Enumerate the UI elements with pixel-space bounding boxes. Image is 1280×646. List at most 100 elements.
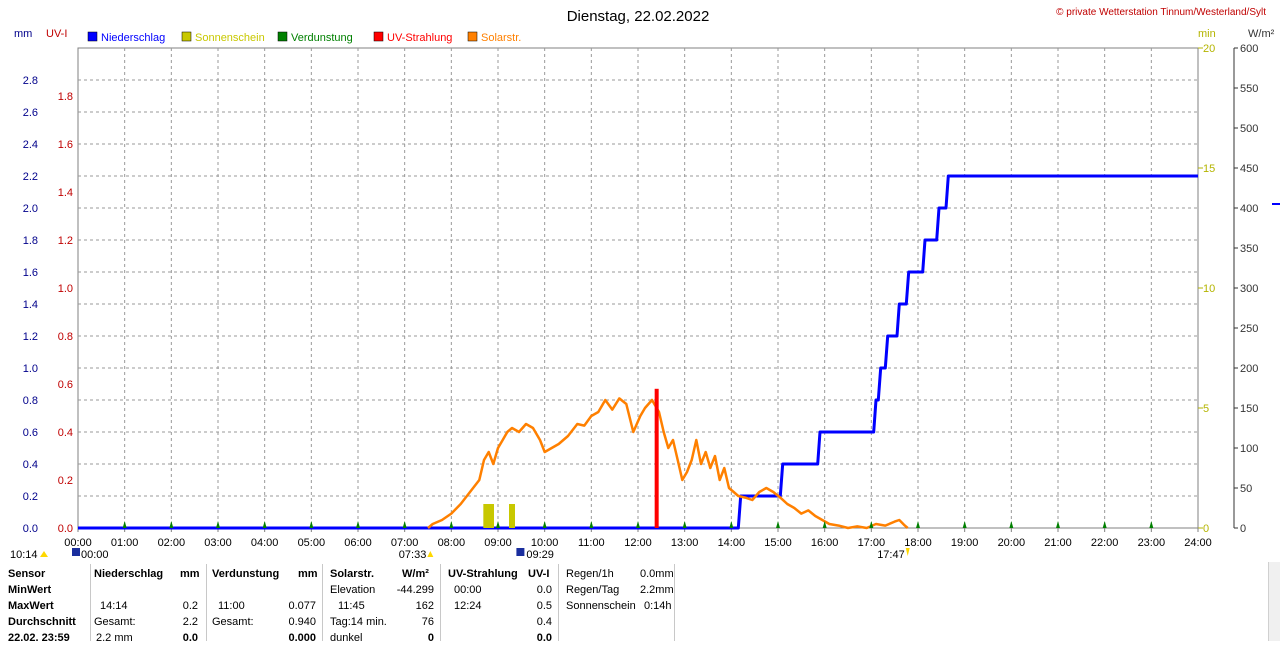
mm-tick-label: 2.2 [23, 171, 38, 183]
row-label-min: MinWert [8, 584, 52, 596]
mm-tick-label: 1.8 [23, 235, 38, 247]
mm-tick-label: 0.6 [23, 427, 38, 439]
sonnenschein-bar [488, 504, 494, 528]
series-layer [78, 174, 1198, 530]
verdunstung-tick [1149, 521, 1154, 528]
verdunstung-max-value: 0.077 [288, 600, 316, 612]
uv-unit: UV-I [528, 568, 550, 580]
solar-column: Solarstr. W/m² Elevation -44.299 11:45 1… [330, 562, 438, 644]
sensor-column: Sensor MinWert MaxWert Durchschnitt 22.0… [8, 562, 92, 644]
legend-label: Verdunstung [291, 32, 353, 44]
mm-tick-label: 2.0 [23, 203, 38, 215]
separator [674, 564, 675, 641]
verdunstung-tick [542, 521, 547, 528]
verdunstung-tick [216, 521, 220, 528]
x-tick-label: 10:00 [531, 537, 559, 549]
verdunstung-tick [1102, 521, 1107, 528]
table-scrollbar[interactable] [1268, 562, 1280, 641]
verdunstung-column: Verdunstung mm 11:00 0.077 Gesamt: 0.940… [212, 562, 320, 644]
x-tick-label: 06:00 [344, 537, 372, 549]
legend-swatch [277, 31, 288, 42]
verdunstung-tick [962, 521, 967, 528]
uv-max-time: 12:24 [454, 600, 482, 612]
x-tick-label: 15:00 [764, 537, 792, 549]
wm2-tick-label: 150 [1240, 403, 1258, 415]
min-tick-label: 0 [1203, 523, 1209, 535]
sensor-header: Sensor [8, 568, 46, 580]
verdunstung-tick [729, 521, 734, 528]
uv-header: UV-Strahlung [448, 568, 518, 580]
marker-label: 10:14 [10, 549, 38, 561]
uv-bar [654, 388, 659, 528]
min-tick-label: 15 [1203, 163, 1215, 175]
x-tick-label: 12:00 [624, 537, 652, 549]
uv-tick-label: 1.2 [58, 235, 73, 247]
time-markers: 10:14 00:00 07:33 09:29 17:47 [10, 548, 910, 561]
verdunstung-tick [776, 521, 780, 528]
legend-swatch [87, 31, 98, 42]
uv-max-value: 0.5 [536, 600, 552, 612]
verdunstung-tick [122, 521, 127, 528]
verdunstung-tick [822, 521, 827, 528]
uv-tick-label: 1.8 [58, 91, 73, 103]
uv-min-time: 00:00 [454, 584, 482, 596]
uv-tick-label: 1.0 [58, 283, 73, 295]
niederschlag-unit: mm [180, 568, 200, 580]
verdunstung-tick [169, 521, 174, 528]
niederschlag-header: Niederschlag [94, 568, 164, 580]
legend-swatch [373, 31, 384, 42]
x-tick-label: 04:00 [251, 537, 279, 549]
legend-label: Niederschlag [101, 32, 165, 44]
x-tick-label: 17:00 [858, 537, 886, 549]
separator [90, 564, 91, 641]
separator [558, 564, 559, 641]
mm-tick-label: 0.0 [23, 523, 38, 535]
niederschlag-total-label: Gesamt: [94, 616, 136, 628]
verdunstung-total-value: 0.940 [288, 616, 316, 628]
summary-rain-day-value: 2.2mm [640, 584, 674, 596]
verdunstung-tick [916, 521, 920, 528]
verdunstung-tick [356, 521, 360, 528]
verdunstung-tick [869, 521, 874, 528]
sonnenschein-bar [483, 504, 490, 528]
legend-swatch [181, 31, 192, 42]
wm2-tick-label: 200 [1240, 363, 1258, 375]
uv-tick-label: 0.6 [58, 379, 73, 391]
niederschlag-current-value: 0.0 [182, 632, 198, 644]
uv-tick-label: 1.6 [58, 139, 73, 151]
moon-icon [72, 548, 80, 556]
verdunstung-tick [309, 521, 314, 528]
x-tick-label: 19:00 [951, 537, 979, 549]
x-tick-label: 11:00 [578, 537, 605, 549]
x-tick-label: 02:00 [158, 537, 186, 549]
x-tick-label: 14:00 [718, 537, 746, 549]
verdunstung-tick [262, 521, 267, 528]
row-label-current: 22.02. 23:59 [8, 632, 70, 644]
solar-elevation-label: Elevation [330, 584, 376, 596]
mm-tick-label: 1.6 [23, 267, 38, 279]
mm-tick-label: 1.2 [23, 331, 38, 343]
legend-label: UV-Strahlung [387, 32, 452, 44]
x-tick-label: 03:00 [204, 537, 232, 549]
axes: 0.0 0.2 0.4 0.6 0.8 1.0 1.2 1.4 1.6 1.8 2.0 2.2 2.4 2… [23, 43, 1259, 549]
verdunstung-tick [636, 521, 640, 528]
verdunstung-tick [1009, 521, 1014, 528]
verdunstung-unit: mm [298, 568, 318, 580]
solar-line [427, 397, 909, 530]
summary-rain-day-label: Regen/Tag [566, 584, 620, 596]
solar-status: dunkel [330, 632, 363, 644]
uv-tick-label: 0.2 [58, 475, 73, 487]
x-tick-label: 21:00 [1044, 537, 1072, 549]
x-tick-label: 01:00 [111, 537, 139, 549]
verdunstung-tick [402, 521, 407, 528]
row-label-max: MaxWert [8, 600, 54, 612]
mm-tick-label: 2.4 [23, 139, 38, 151]
chart-title: Dienstag, 22.02.2022 [567, 8, 710, 25]
uv-tick-label: 0.4 [58, 427, 73, 439]
wm2-tick-label: 100 [1240, 443, 1258, 455]
niederschlag-day-sum: 2.2 mm [96, 632, 133, 644]
wm2-tick-label: 450 [1240, 163, 1258, 175]
uv-tick-label: 1.4 [58, 187, 73, 199]
weather-chart: Dienstag, 22.02.2022 © private Wettersta… [10, 7, 1280, 561]
summary-sunshine-value: 0:14h [644, 600, 672, 612]
